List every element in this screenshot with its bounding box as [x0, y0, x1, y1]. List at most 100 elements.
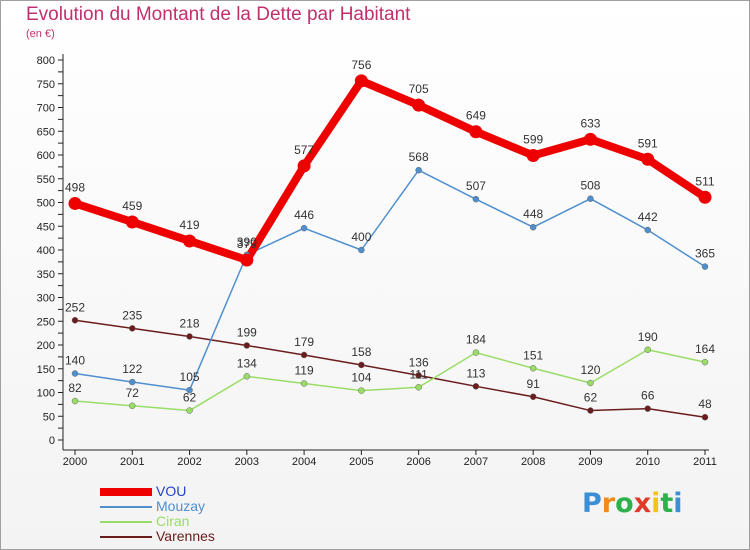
data-point — [587, 407, 594, 414]
data-label: 120 — [580, 363, 600, 377]
data-label: 507 — [466, 179, 486, 193]
legend-label: Ciran — [156, 513, 190, 529]
data-point — [644, 346, 651, 353]
data-label: 66 — [641, 389, 655, 403]
data-label: 218 — [180, 316, 200, 330]
data-label: 140 — [65, 354, 85, 368]
data-point — [68, 196, 82, 210]
proxiti-logo: Proxiti — [582, 488, 683, 519]
y-tick-label: 450 — [37, 221, 55, 233]
data-label: 113 — [466, 366, 485, 380]
data-label: 756 — [351, 58, 371, 72]
data-point — [186, 386, 193, 394]
series-line-vou — [73, 76, 708, 264]
data-point — [300, 224, 308, 232]
y-tick-label: 550 — [37, 174, 55, 186]
legend-swatch — [100, 488, 152, 496]
data-label: 82 — [68, 381, 82, 395]
data-label: 591 — [638, 136, 658, 150]
data-label: 498 — [65, 180, 85, 194]
data-point — [701, 413, 709, 421]
data-label: 649 — [466, 109, 486, 123]
y-tick-label: 250 — [37, 316, 55, 328]
data-label: 184 — [466, 333, 486, 347]
logo-letter: i — [673, 488, 683, 519]
data-label: 390 — [237, 235, 257, 249]
data-point — [412, 98, 426, 112]
y-tick-label: 650 — [37, 126, 55, 138]
series-lines — [73, 76, 708, 418]
logo-letter: t — [660, 488, 674, 519]
logo-letter: x — [633, 488, 652, 519]
data-point — [71, 317, 79, 324]
data-label: 190 — [638, 330, 658, 344]
x-tick-label: 2001 — [120, 456, 144, 468]
y-tick-label: 150 — [37, 364, 55, 376]
y-tick-label: 500 — [37, 198, 55, 210]
data-point — [526, 148, 540, 162]
data-point — [701, 263, 709, 270]
x-tick-label: 2002 — [177, 456, 201, 468]
x-tick-label: 2000 — [63, 456, 87, 468]
data-point — [358, 361, 365, 369]
data-point — [129, 378, 136, 386]
data-label: 633 — [580, 116, 600, 130]
axes — [58, 54, 709, 455]
data-point — [469, 125, 483, 139]
data-label: 91 — [527, 377, 541, 391]
data-point — [297, 159, 311, 173]
y-tick-label: 700 — [37, 103, 55, 115]
data-label: 104 — [351, 371, 371, 385]
data-point — [472, 383, 480, 390]
data-label: 119 — [295, 363, 314, 377]
data-label: 379 — [237, 237, 257, 251]
x-tick-labels: 2000 2001 2002 2003 2004 2005 2006 2007 2008 2009… — [63, 456, 717, 468]
data-point — [243, 373, 251, 380]
data-label: 235 — [122, 308, 142, 322]
data-label: 62 — [584, 391, 598, 405]
data-label: 568 — [409, 150, 429, 164]
y-tick-label: 50 — [43, 411, 55, 423]
data-point — [71, 370, 79, 377]
data-point — [415, 372, 422, 379]
data-label: 599 — [523, 132, 543, 146]
data-point — [129, 325, 136, 332]
data-label: 72 — [126, 386, 140, 400]
chart-title: Evolution du Montant de la Dette par Hab… — [26, 4, 411, 25]
data-point — [701, 358, 709, 366]
data-point — [472, 349, 480, 356]
data-point — [183, 234, 197, 248]
data-point — [186, 333, 193, 340]
logo-letter: o — [615, 488, 634, 519]
x-tick-label: 2004 — [292, 456, 316, 468]
data-label: 442 — [638, 210, 658, 224]
data-point — [529, 393, 537, 401]
data-point — [529, 365, 537, 372]
data-label: 164 — [695, 342, 715, 356]
data-label: 151 — [523, 348, 543, 362]
data-label: 252 — [65, 300, 85, 314]
data-label: 62 — [183, 391, 197, 405]
data-point — [472, 195, 480, 203]
data-labels: 252 235 218 199 179 158 136 113 91 62 66 48 82 72 62 13… — [65, 58, 715, 411]
data-label: 448 — [523, 207, 543, 221]
y-tick-label: 300 — [37, 293, 55, 305]
data-label: 446 — [294, 208, 314, 222]
data-label: 158 — [351, 345, 371, 359]
data-label: 105 — [180, 370, 200, 384]
data-label: 179 — [294, 335, 314, 349]
data-label: 136 — [409, 355, 429, 369]
y-tick-label: 100 — [37, 388, 55, 400]
y-tick-labels: 0 50 100 150 200 250 300 350 400 450 500 550 600 650 7… — [37, 55, 55, 447]
x-tick-label: 2005 — [349, 456, 373, 468]
x-tick-label: 2009 — [578, 456, 602, 468]
data-label: 459 — [122, 199, 142, 213]
y-tick-label: 0 — [49, 435, 55, 447]
data-point — [243, 342, 251, 349]
legend-label: Mouzay — [156, 498, 206, 514]
data-point — [587, 379, 594, 387]
logo-letter: P — [582, 488, 602, 519]
legend-swatch — [100, 536, 152, 538]
data-label: 419 — [180, 218, 200, 232]
